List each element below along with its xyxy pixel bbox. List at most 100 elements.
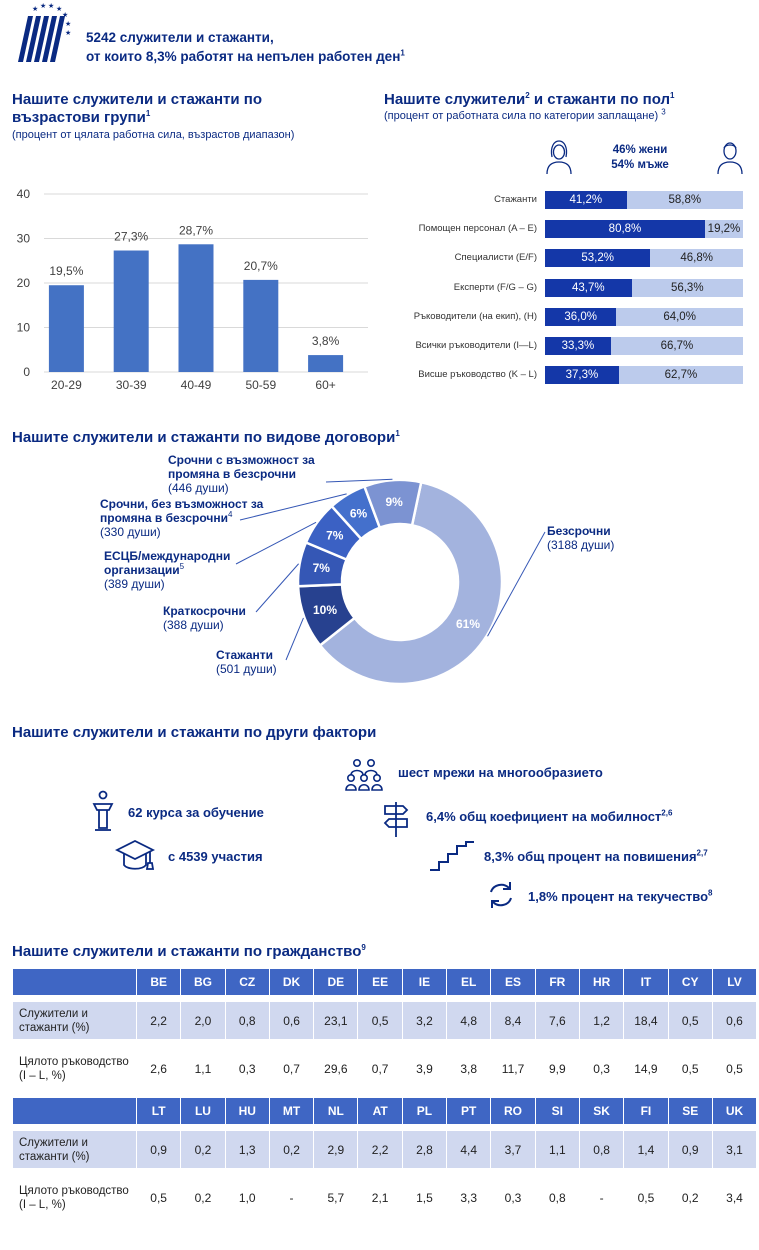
gender-bar-women: 33,3% (545, 337, 611, 355)
table-cell: 23,1 (313, 1001, 359, 1040)
gender-bar-women: 43,7% (545, 278, 632, 297)
table-cell: 2,0 (180, 1001, 226, 1040)
table-cell: 0,5 (667, 1039, 713, 1098)
man-icon (717, 142, 743, 175)
table-cell: 1,0 (224, 1168, 270, 1227)
table-cell: 1,3 (224, 1130, 270, 1169)
svg-text:★: ★ (65, 20, 71, 28)
contracts-donut-chart: 61% 10% 7% 7% 6% 9% (235, 478, 546, 686)
table-cell: 9,9 (534, 1039, 580, 1098)
gender-totals: 46% жени 54% мъже (600, 143, 680, 173)
table-cell: 0,9 (135, 1130, 182, 1169)
nationality-table: BE BG CZ DK DE EE IE EL ES FR HR IT CY LV Служители и … (12, 968, 758, 1227)
country-code: MT (268, 1097, 315, 1125)
country-header-row: LT LU HU MT NL AT PL PT RO SI SK FI SE UK (12, 1097, 758, 1125)
table-cell: 8,4 (490, 1001, 536, 1040)
table-cell: 2,2 (135, 1001, 182, 1040)
country-code: EE (357, 968, 403, 996)
table-cell: 3,7 (490, 1130, 536, 1169)
country-header-row: BE BG CZ DK DE EE IE EL ES FR HR IT CY LV (12, 968, 758, 996)
country-code: BG (180, 968, 226, 996)
country-code: CZ (224, 968, 270, 996)
table-cell: 0,9 (667, 1130, 713, 1169)
country-code: EL (446, 968, 492, 996)
table-cell: - (268, 1168, 315, 1227)
table-cell: 29,6 (313, 1039, 359, 1098)
gender-bar-men: 19,2% (704, 220, 743, 239)
table-cell: 0,2 (667, 1168, 713, 1227)
table-cell: 1,1 (534, 1130, 580, 1169)
donut-slice-label: 10% (313, 603, 337, 617)
gender-bar-women: 36,0% (545, 307, 617, 326)
country-code: SE (667, 1097, 713, 1125)
donut-legend-label: Срочни, без възможност за промяна в безс… (100, 497, 264, 539)
table-cell: 2,1 (357, 1168, 403, 1227)
spacer-row (12, 1124, 757, 1131)
y-tick-label: 30 (17, 232, 31, 246)
fact-diversity-networks: шест мрежи на многообразието (398, 765, 603, 780)
age-bar (308, 355, 344, 372)
donut-leader-line (285, 617, 304, 661)
country-code: PT (446, 1097, 492, 1125)
country-code: LT (135, 1097, 182, 1125)
signpost-icon (383, 802, 409, 837)
y-tick-label: 20 (17, 276, 31, 290)
age-chart-title: Нашите служители и стажанти по възрастов… (12, 91, 263, 126)
country-code: LV (711, 968, 758, 996)
gender-chart-subtitle: (процент от работната сила по категории … (384, 107, 666, 122)
age-category-label: 50-59 (245, 378, 276, 392)
age-bar-value-label: 20,7% (244, 259, 278, 273)
country-code: SK (578, 1097, 625, 1125)
donut-legend-label: Стажанти (501 души) (216, 648, 277, 676)
gender-bar-men: 46,8% (650, 249, 743, 268)
donut-slice (362, 478, 423, 530)
table-cell: - (578, 1168, 625, 1227)
gender-bar-men: 66,7% (610, 337, 743, 355)
donut-slice-label: 7% (313, 561, 331, 575)
donut-leader-line (325, 478, 393, 483)
table-cell: 3,9 (401, 1039, 448, 1098)
refresh-arrows-icon (490, 882, 512, 908)
donut-leader-line (255, 563, 300, 613)
table-cell: 3,1 (711, 1130, 758, 1169)
fact-mobility-rate: 6,4% общ коефициент на мобилност2,6 (426, 808, 673, 824)
country-code: DK (268, 968, 315, 996)
age-bar-chart: 0 10 20 30 40 19,5% 20-29 27,3% 30-39 28,7% 40-49 2… (17, 187, 368, 392)
donut-slice-label: 7% (326, 529, 344, 543)
row-label: Цялото ръководство (I – L, %) (12, 1039, 137, 1098)
donut-slice (318, 480, 504, 686)
donut-legend-label: Безсрочни (3188 души) (547, 524, 615, 552)
donut-leader-line (239, 493, 347, 521)
headline-line-2: от които 8,3% работят на непълен работен… (86, 48, 405, 64)
age-bar (113, 250, 149, 372)
table-cell: 2,9 (313, 1130, 359, 1169)
row-label: Цялото ръководство (I – L, %) (12, 1168, 137, 1227)
nationality-title: Нашите служители и стажанти по гражданст… (12, 943, 366, 960)
table-cell: 18,4 (623, 1001, 669, 1040)
donut-legend-label: Краткосрочни (388 души) (163, 604, 246, 632)
men-total: 54% мъже (611, 159, 669, 171)
spacer-row (12, 995, 757, 1002)
graduation-cap-icon (115, 839, 155, 870)
age-bar-value-label: 3,8% (312, 334, 340, 348)
donut-leader-line (235, 521, 317, 565)
country-code: ES (490, 968, 536, 996)
ecb-logo-icon: ★ ★ ★ ★★★★ (18, 2, 71, 62)
country-code: RO (490, 1097, 536, 1125)
gender-bar-women: 80,8% (545, 220, 705, 239)
table-cell: 0,5 (135, 1168, 182, 1227)
fact-turnover-rate: 1,8% процент на текучество8 (528, 888, 713, 904)
table-cell: 5,7 (313, 1168, 359, 1227)
country-code: FR (534, 968, 580, 996)
age-bar (178, 244, 214, 372)
women-total: 46% жени (612, 144, 668, 156)
age-bar-value-label: 19,5% (49, 264, 83, 278)
svg-text:★: ★ (56, 5, 62, 13)
y-tick-label: 40 (17, 187, 31, 201)
country-code: NL (313, 1097, 359, 1125)
headline-line-1: 5242 служители и стажанти, (86, 30, 274, 45)
table-cell: 14,9 (623, 1039, 669, 1098)
table-cell: 1,1 (180, 1039, 226, 1098)
gender-row-label: Всички ръководители (I—L) (415, 340, 537, 351)
country-code: CY (667, 968, 713, 996)
